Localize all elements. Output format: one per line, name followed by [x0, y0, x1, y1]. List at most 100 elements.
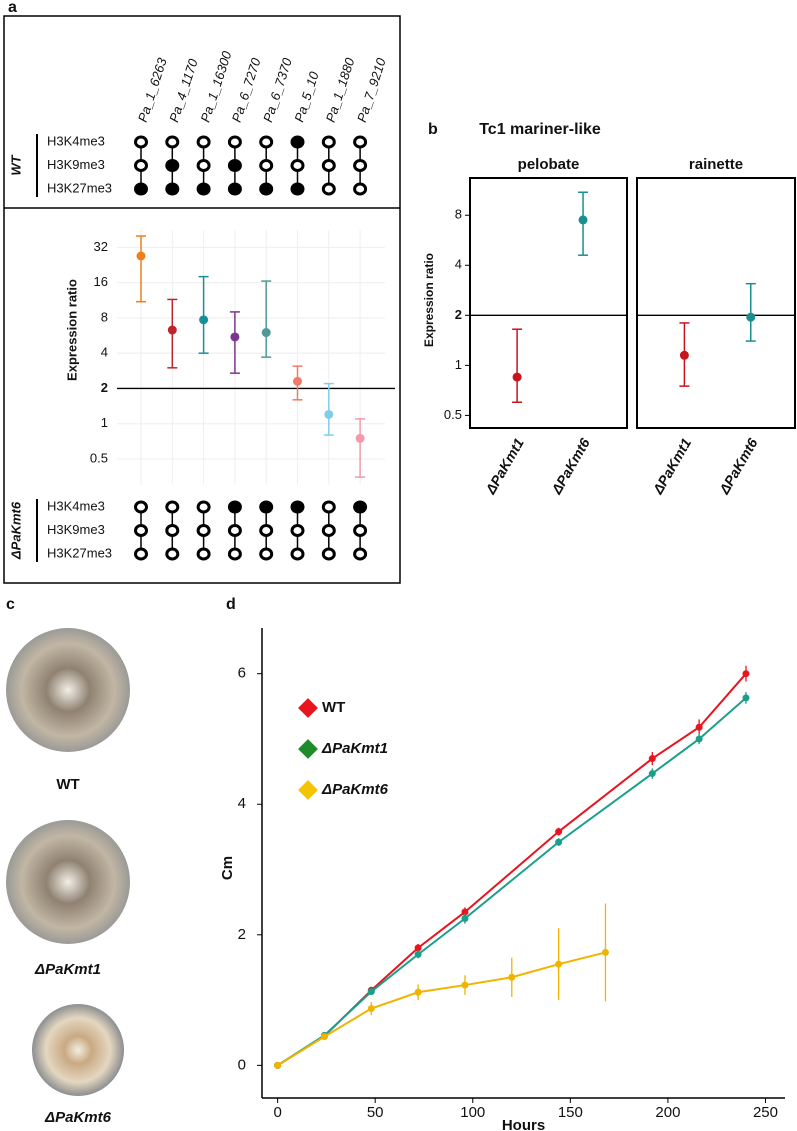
photo-plate [6, 820, 130, 944]
legend-swatch [298, 780, 318, 800]
x-tick-label: 200 [655, 1104, 680, 1121]
mark-open [196, 547, 211, 561]
mark-open [321, 182, 336, 196]
x-tick-label: 0 [273, 1104, 281, 1121]
mark-open [353, 135, 368, 149]
photo-label: WT [56, 776, 79, 793]
point [367, 988, 375, 996]
point [695, 723, 703, 731]
mark-open [227, 547, 242, 561]
mark-open [165, 547, 180, 561]
x-tick-label: ΔPaKmt1 [649, 435, 694, 497]
x-tick-label: ΔPaKmt6 [548, 435, 593, 497]
mark-filled [290, 182, 305, 196]
point [648, 755, 656, 763]
panel-label: a [8, 0, 17, 16]
mark-open [134, 524, 148, 537]
point [742, 694, 750, 702]
x-tick-label: 150 [558, 1104, 583, 1121]
mark-open [165, 135, 180, 149]
legend-label: ΔPaKmt1 [321, 740, 388, 757]
gene-label: Pa_7_9210 [354, 55, 389, 124]
photo-plate [32, 1004, 124, 1096]
point [320, 1033, 328, 1041]
mark-filled [353, 500, 368, 514]
mark-open [321, 524, 336, 537]
point [261, 328, 271, 338]
y-tick-label: 6 [238, 665, 246, 682]
point [742, 670, 750, 678]
mark-open [321, 135, 336, 149]
mark-open [196, 500, 211, 514]
point [746, 312, 756, 322]
y-tick-label: 1 [455, 357, 462, 372]
mark-filled [227, 182, 242, 196]
point [414, 950, 422, 958]
point [324, 409, 334, 419]
panel-label: b [428, 121, 438, 138]
row-label: H3K27me3 [47, 545, 112, 560]
point [508, 973, 516, 981]
x-tick-label: 100 [460, 1104, 485, 1121]
panel-a-frame [3, 15, 401, 584]
mark-filled [165, 159, 180, 172]
mark-open [353, 524, 368, 537]
y-tick-label: 8 [455, 207, 462, 222]
point [555, 838, 563, 846]
row-label: H3K9me3 [47, 522, 105, 537]
point [555, 960, 563, 968]
point [367, 1005, 375, 1013]
mark-filled [259, 182, 274, 196]
photo-plate [6, 628, 130, 752]
mark-open [353, 159, 368, 172]
mark-filled [290, 135, 305, 149]
mark-open [321, 547, 336, 561]
x-tick-label: 50 [367, 1104, 384, 1121]
row-label: H3K9me3 [47, 157, 105, 172]
legend-swatch [298, 739, 318, 759]
row-label: H3K4me3 [47, 133, 105, 148]
y-tick-label: 0.5 [444, 407, 462, 422]
x-axis-title: Hours [502, 1117, 545, 1131]
mark-open [196, 159, 211, 172]
point [355, 433, 365, 443]
facet-title: pelobate [518, 156, 580, 173]
mark-open [196, 135, 211, 149]
mark-open [259, 524, 274, 537]
mark-filled [259, 500, 274, 514]
y-tick-label: 32 [94, 239, 108, 254]
mark-open [290, 524, 305, 537]
y-tick-label: 2 [455, 307, 462, 322]
y-tick-label: 0 [238, 1056, 246, 1073]
point [414, 988, 422, 996]
mark-open [134, 135, 148, 149]
y-tick-label: 4 [101, 345, 108, 360]
point [230, 332, 240, 342]
point [414, 944, 422, 952]
point [274, 1061, 282, 1069]
gene-label: Pa_6_7270 [229, 55, 264, 124]
point [555, 828, 563, 836]
gene-label: Pa_6_7370 [260, 55, 295, 124]
y-tick-label: 4 [238, 795, 246, 812]
mark-filled [134, 182, 148, 196]
mark-open [321, 500, 336, 514]
facet-frame [469, 177, 628, 429]
group-label: WT [8, 154, 23, 175]
photo-label: ΔPaKmt1 [34, 961, 101, 978]
mark-open [227, 135, 242, 149]
x-tick-label: ΔPaKmt6 [715, 435, 760, 497]
point [167, 325, 177, 335]
point [461, 914, 469, 922]
mark-open [134, 500, 148, 514]
y-axis-title: Expression ratio [422, 253, 436, 347]
mark-open [196, 524, 211, 537]
legend-label: WT [322, 699, 345, 716]
mark-open [227, 524, 242, 537]
point [679, 350, 689, 360]
point [199, 315, 209, 325]
photo-label: ΔPaKmt6 [44, 1109, 112, 1126]
mark-open [134, 547, 148, 561]
point [695, 735, 703, 743]
